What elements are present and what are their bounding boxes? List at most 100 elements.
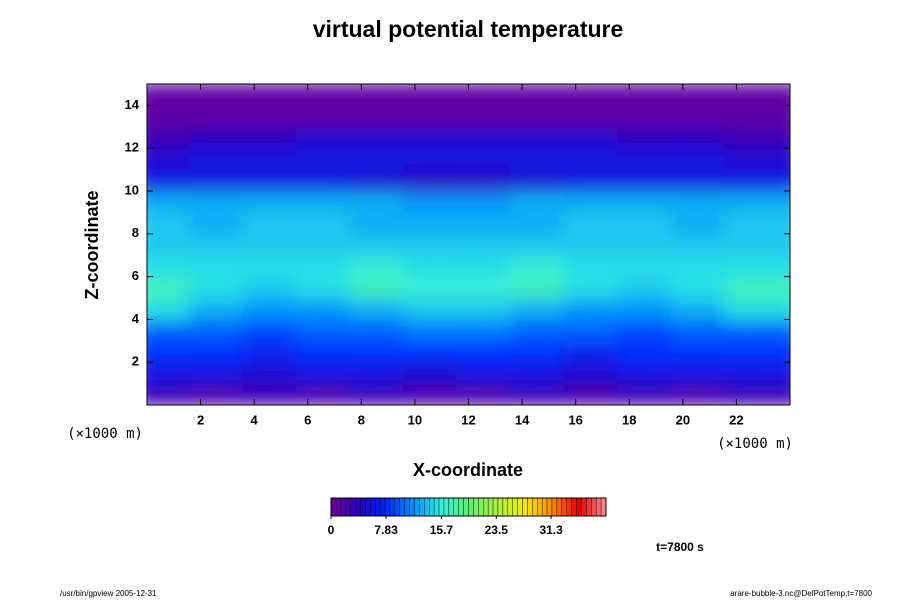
x-tick-label: 4 [251,412,259,427]
colorbar-swatch [384,497,391,517]
heat-cell [724,339,790,364]
colorbar-swatch [453,497,459,517]
colorbar-swatch [458,497,464,517]
x-tick-label: 16 [568,412,582,427]
colorbar-swatch [561,497,567,517]
colorbar-swatch [409,497,415,517]
heat-cell [724,361,790,385]
y-tick-label: 8 [132,225,139,240]
x-unit: (×1000 m) [717,436,793,452]
colorbar-swatch [576,497,582,517]
colorbar-swatch [487,497,494,517]
colorbar-swatch [448,497,454,517]
heat-cell [724,275,790,299]
heat-cell [724,297,790,321]
heat-cell [724,84,790,107]
colorbar-swatch [443,497,450,517]
colorbar-swatch [497,497,504,517]
colorbar-swatch [340,497,346,517]
x-tick-label: 20 [676,412,690,427]
footer-left: /usr/bin/gpview 2005-12-31 [60,589,157,598]
colorbar-swatch [507,497,513,517]
colorbar-swatch [595,497,602,517]
heat-cell [724,211,790,235]
y-tick-label: 4 [132,311,140,326]
x-tick-label: 6 [304,412,311,427]
colorbar-swatch [541,497,548,517]
colorbar-swatch [586,497,592,517]
colorbar-swatch [374,497,381,517]
colorbar-swatch [581,497,587,517]
colorbar-frame [330,497,607,517]
x-tick-label: 18 [622,412,636,427]
colorbar-swatch [350,497,356,517]
y-tick-label: 6 [132,268,139,283]
colorbar-swatch [365,497,371,517]
colorbar-tick-label: 15.7 [430,523,454,537]
colorbar-swatch [394,497,400,517]
colorbar-swatch [546,497,553,517]
colorbar-swatch [419,497,425,517]
colorbar-swatch [551,497,558,517]
colorbar-swatch [478,497,484,517]
colorbar-swatch [429,497,435,517]
x-axis-label: X-coordinate [413,460,523,480]
colorbar-swatch [355,497,361,517]
colorbar-swatch [330,497,337,517]
time-annotation: t=7800 s [656,540,704,554]
y-tick-label: 12 [125,140,139,155]
x-tick-label: 22 [729,412,743,427]
colorbar-swatch [600,497,607,517]
y-tick-label: 14 [125,97,140,112]
colorbar-swatch [345,497,351,517]
colorbar-swatch [522,497,528,517]
colorbar-tick-label: 0 [328,523,335,537]
x-tick-label: 10 [408,412,422,427]
colorbar-swatch [438,497,445,517]
heat-cell [724,125,790,150]
colorbar-swatch [483,497,489,517]
colorbar-tick-label: 31.3 [539,523,563,537]
x-tick-label: 14 [515,412,530,427]
heat-cell [724,104,790,128]
colorbar-tick-label: 7.83 [374,523,398,537]
colorbar-tick-label: 23.5 [485,523,509,537]
x-tick-label: 2 [197,412,204,427]
colorbar-swatch [566,497,572,517]
colorbar-swatch [512,497,518,517]
colorbar-swatch [414,497,420,517]
heat-cell [724,318,790,342]
heat-cell [724,232,790,257]
colorbar-swatch [537,497,543,517]
colorbar-swatch [389,497,396,517]
colorbar-swatch [335,497,342,517]
y-unit: (×1000 m) [67,426,143,442]
colorbar-swatch [571,497,577,517]
colorbar-swatch [492,497,499,517]
heat-cell [724,254,790,278]
colorbar-swatch [591,497,597,517]
colorbar-swatch [517,497,523,517]
heatmap [147,84,790,405]
colorbar-swatch [424,497,430,517]
y-tick-label: 2 [132,354,139,369]
colorbar-swatch [502,497,508,517]
heat-cell [724,147,790,171]
colorbar-swatch [360,497,366,517]
colorbar-swatch [473,497,479,517]
chart-title: virtual potential temperature [313,16,624,42]
x-tick-label: 8 [358,412,365,427]
colorbar-swatch [433,497,440,517]
x-tick-label: 12 [461,412,475,427]
colorbar-swatch [556,497,563,517]
y-tick-label: 10 [125,182,139,197]
colorbar-swatch [379,497,386,517]
heat-cell [724,382,790,405]
colorbar-swatch [532,497,538,517]
colorbar-swatch [399,497,405,517]
heat-cell [724,168,790,192]
footer-right: arare-bubble-3.nc@DelPotTemp,t=7800 [730,589,872,598]
colorbar-swatch [370,497,376,517]
colorbar-swatch [527,497,533,517]
y-axis-label: Z-coordinate [82,190,102,299]
